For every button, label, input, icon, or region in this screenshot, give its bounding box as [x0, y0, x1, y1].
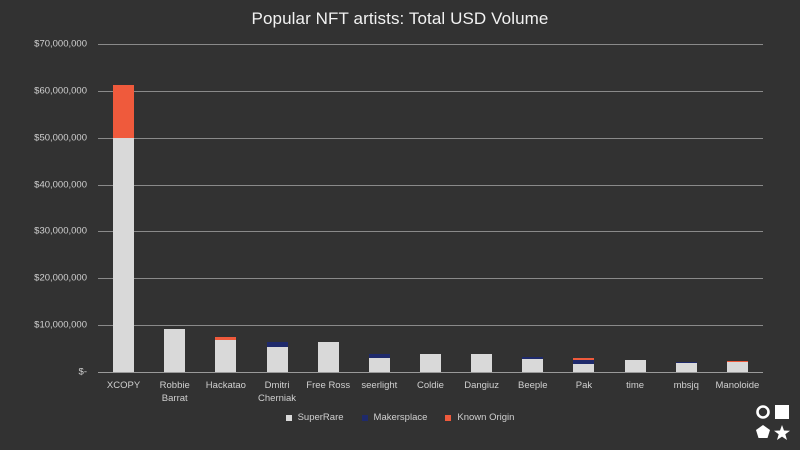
y-tick-label: $- — [78, 366, 87, 378]
x-tick-label: Manoloide — [715, 380, 760, 391]
legend-label: Known Origin — [457, 412, 515, 423]
bar-segment-superrare — [726, 362, 748, 372]
x-tick-label: Robbie Barrat — [159, 380, 190, 404]
bar-segment-superrare — [368, 358, 390, 372]
bar-segment-superrare — [317, 342, 339, 372]
y-tick-label: $10,000,000 — [34, 319, 87, 331]
gridline — [98, 325, 763, 327]
bar-time — [624, 359, 646, 372]
bar-manoloide — [726, 361, 748, 372]
corner-shape-icons — [756, 405, 790, 440]
y-tick-label: $70,000,000 — [34, 38, 87, 50]
bar-segment-superrare — [675, 363, 697, 372]
x-tick-label: time — [626, 380, 645, 391]
legend-swatch-makersplace — [361, 414, 368, 421]
legend-item-known-origin: Known Origin — [445, 412, 514, 423]
bar-coldie — [420, 354, 441, 372]
y-tick-label: $30,000,000 — [34, 225, 87, 237]
chart-title: Popular NFT artists: Total USD Volume — [251, 9, 549, 28]
bar-dangiuz — [471, 354, 493, 372]
bar-segment-known-origin — [215, 336, 237, 341]
x-tick-label: Hackatao — [205, 380, 246, 391]
legend-item-makersplace: Makersplace — [361, 412, 428, 423]
bar-segment-known-origin — [573, 358, 595, 360]
bar-segment-superrare — [573, 364, 595, 372]
bar-segment-superrare — [522, 359, 544, 372]
x-tick-label: mbsjq — [673, 380, 699, 391]
bar-segment-superrare — [420, 354, 441, 372]
x-tick-label: Coldie — [417, 380, 444, 391]
gridline — [98, 184, 763, 186]
x-tick-label: XCOPY — [106, 380, 141, 391]
x-tick-label: Dangiuz — [464, 380, 500, 391]
y-tick-label: $40,000,000 — [34, 179, 87, 191]
bar-free-ross — [317, 342, 339, 372]
bar-segment-superrare — [266, 346, 288, 372]
bar-robbie-barrat — [164, 329, 186, 372]
gridline — [98, 44, 763, 45]
gridline — [98, 137, 763, 139]
legend-swatch-superrare — [285, 414, 292, 421]
legend-label: Makersplace — [373, 412, 428, 423]
x-axis-line — [98, 372, 763, 373]
bar-xcopy — [113, 84, 135, 372]
bar-dmitri-cherniak — [266, 341, 288, 372]
legend-item-superrare: SuperRare — [285, 412, 344, 423]
x-tick-label: Beeple — [518, 380, 548, 391]
circle-icon — [756, 405, 770, 419]
bar-segment-superrare — [215, 340, 237, 372]
legend: SuperRare Makersplace Known Origin — [0, 412, 800, 423]
gridline — [98, 90, 763, 92]
y-tick-label: $50,000,000 — [34, 132, 87, 144]
bar-segment-superrare — [164, 329, 186, 372]
bar-segment-superrare — [471, 354, 493, 372]
y-tick-label: $20,000,000 — [34, 272, 87, 284]
x-tick-label: Pak — [575, 380, 593, 391]
bar-beeple — [522, 356, 544, 372]
bar-segment-makersplace — [522, 356, 544, 360]
bar-segment-makersplace — [573, 359, 595, 365]
star-icon — [774, 425, 790, 440]
bar-segment-makersplace — [368, 353, 390, 359]
x-tick-label: Dmitri Cherniak — [258, 380, 297, 404]
bar-mbsjq — [675, 361, 697, 372]
x-tick-label: Free Ross — [306, 380, 351, 391]
bar-hackatao — [215, 336, 237, 372]
bar-segment-superrare — [113, 137, 135, 372]
gridline — [98, 278, 763, 280]
bar-segment-makersplace — [266, 341, 288, 347]
bar-seerlight — [368, 353, 390, 372]
bar-segment-makersplace — [675, 361, 697, 364]
x-tick-label: seerlight — [361, 380, 398, 391]
gridline — [98, 231, 763, 233]
bar-pak — [573, 358, 595, 372]
legend-swatch-known-origin — [445, 414, 452, 421]
bar-segment-known-origin — [113, 84, 135, 138]
bar-segment-superrare — [624, 359, 646, 372]
legend-label: SuperRare — [297, 412, 344, 423]
bar-segment-known-origin — [726, 361, 748, 363]
y-tick-label: $60,000,000 — [34, 85, 87, 97]
pentagon-icon — [756, 425, 770, 438]
square-icon — [775, 405, 789, 419]
